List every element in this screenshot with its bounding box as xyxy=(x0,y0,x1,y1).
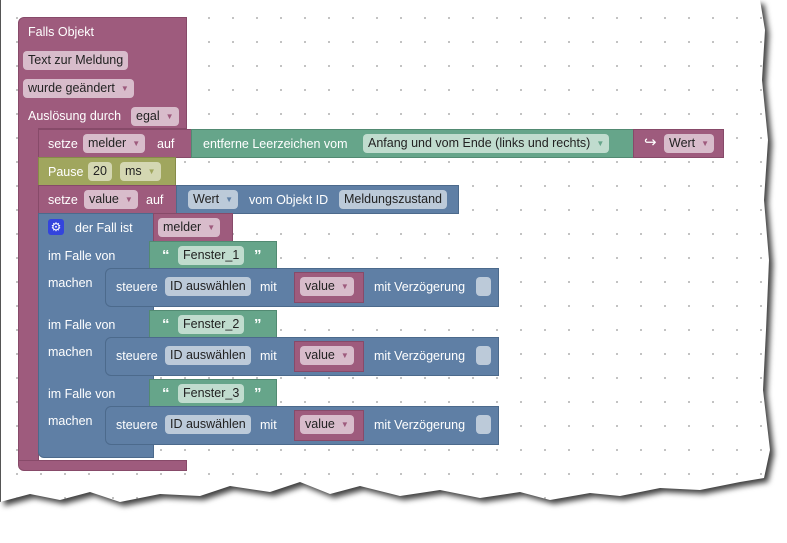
variable-dropdown[interactable]: value ▼ xyxy=(300,346,354,365)
dropdown-arrow-icon: ▼ xyxy=(340,351,349,360)
id-select-field[interactable]: ID auswählen xyxy=(165,415,251,434)
variable-value: melder xyxy=(88,136,127,150)
dropdown-arrow-icon: ▼ xyxy=(701,139,710,148)
with-label: mit xyxy=(260,280,277,294)
dropdown-arrow-icon: ▼ xyxy=(120,84,129,93)
delay-checkbox[interactable] xyxy=(476,415,491,434)
event-title: Falls Objekt xyxy=(28,25,94,39)
case-value-field[interactable]: Fenster_3 xyxy=(178,384,245,403)
variable-value: melder xyxy=(163,220,202,234)
case-label: im Falle von xyxy=(48,318,116,332)
delay-label: mit Verzögerung xyxy=(374,418,466,432)
set-label: setze xyxy=(48,137,78,151)
dropdown-arrow-icon: ▼ xyxy=(596,139,605,148)
close-quote-icon: ” xyxy=(254,385,262,402)
dropdown-arrow-icon: ▼ xyxy=(132,139,141,148)
blockly-workspace[interactable]: Falls Objekt Text zur Meldung wurde geän… xyxy=(0,0,770,502)
pause-unit: ms xyxy=(125,164,142,178)
id-select-field[interactable]: ID auswählen xyxy=(165,346,251,365)
value-label: Wert xyxy=(669,136,696,150)
delay-checkbox[interactable] xyxy=(476,346,491,365)
value-dropdown[interactable]: Wert ▼ xyxy=(664,134,715,153)
do-label: machen xyxy=(48,414,93,428)
dropdown-arrow-icon: ▼ xyxy=(207,223,216,232)
trim-mode-value: Anfang und vom Ende (links und rechts) xyxy=(368,136,591,150)
event-block-left-arm xyxy=(18,128,39,462)
delay-checkbox[interactable] xyxy=(476,277,491,296)
trigger-dropdown[interactable]: egal ▼ xyxy=(131,107,179,126)
variable-value: value xyxy=(305,279,335,293)
event-block-bottom xyxy=(18,460,187,471)
variable-dropdown[interactable]: value ▼ xyxy=(84,190,138,209)
variable-dropdown[interactable]: melder ▼ xyxy=(158,218,221,237)
object-value: Text zur Meldung xyxy=(28,53,124,67)
variable-value: value xyxy=(305,348,335,362)
case-value-field[interactable]: Fenster_2 xyxy=(178,315,245,334)
open-quote-icon: “ xyxy=(162,385,170,402)
condition-value: wurde geändert xyxy=(28,81,115,95)
trim-mode-dropdown[interactable]: Anfang und vom Ende (links und rechts) ▼ xyxy=(363,134,610,153)
dropdown-arrow-icon: ▼ xyxy=(340,282,349,291)
object-id-value: Meldungszustand xyxy=(344,192,442,206)
variable-dropdown[interactable]: value ▼ xyxy=(300,415,354,434)
variable-dropdown[interactable]: value ▼ xyxy=(300,277,354,296)
pause-amount-input[interactable]: 20 xyxy=(88,162,112,181)
pause-label: Pause xyxy=(48,165,84,179)
control-label: steuere xyxy=(116,418,158,432)
return-arrow-icon: ↪ xyxy=(644,134,657,151)
case-value: Fenster_2 xyxy=(183,317,240,331)
close-quote-icon: ” xyxy=(254,247,262,264)
object-field[interactable]: Text zur Meldung xyxy=(23,51,129,70)
with-label: mit xyxy=(260,349,277,363)
case-value: Fenster_3 xyxy=(183,386,240,400)
id-select-field[interactable]: ID auswählen xyxy=(165,277,251,296)
gear-icon[interactable]: ⚙ xyxy=(48,219,64,235)
control-label: steuere xyxy=(116,349,158,363)
variable-dropdown[interactable]: melder ▼ xyxy=(83,134,146,153)
id-value: ID auswählen xyxy=(170,279,246,293)
delay-label: mit Verzögerung xyxy=(374,280,466,294)
switch-label: der Fall ist xyxy=(75,221,133,235)
to-label: auf xyxy=(157,137,175,151)
close-quote-icon: ” xyxy=(254,316,262,333)
id-value: ID auswählen xyxy=(170,348,246,362)
variable-value: value xyxy=(305,417,335,431)
open-quote-icon: “ xyxy=(162,316,170,333)
trim-label: entferne Leerzeichen vom xyxy=(203,137,348,151)
set-label: setze xyxy=(48,193,78,207)
dropdown-arrow-icon: ▼ xyxy=(225,195,234,204)
do-label: machen xyxy=(48,276,93,290)
from-object-label: vom Objekt ID xyxy=(249,193,329,207)
delay-label: mit Verzögerung xyxy=(374,349,466,363)
to-label: auf xyxy=(146,193,164,207)
pause-unit-dropdown[interactable]: ms ▼ xyxy=(120,162,161,181)
trigger-value: egal xyxy=(136,109,160,123)
workspace-frame: Falls Objekt Text zur Meldung wurde geän… xyxy=(0,0,770,502)
with-label: mit xyxy=(260,418,277,432)
dropdown-arrow-icon: ▼ xyxy=(147,167,156,176)
case-label: im Falle von xyxy=(48,249,116,263)
object-id-field[interactable]: Meldungszustand xyxy=(339,190,447,209)
case-label: im Falle von xyxy=(48,387,116,401)
control-label: steuere xyxy=(116,280,158,294)
case-value-field[interactable]: Fenster_1 xyxy=(178,246,245,265)
trigger-label: Auslösung durch xyxy=(28,109,122,123)
dropdown-arrow-icon: ▼ xyxy=(340,420,349,429)
property-dropdown[interactable]: Wert ▼ xyxy=(188,190,239,209)
open-quote-icon: “ xyxy=(162,247,170,264)
dropdown-arrow-icon: ▼ xyxy=(124,195,133,204)
id-value: ID auswählen xyxy=(170,417,246,431)
dropdown-arrow-icon: ▼ xyxy=(165,112,174,121)
property-value: Wert xyxy=(193,192,220,206)
do-label: machen xyxy=(48,345,93,359)
pause-amount: 20 xyxy=(93,164,107,178)
variable-value: value xyxy=(89,192,119,206)
case-value: Fenster_1 xyxy=(183,248,240,262)
condition-dropdown[interactable]: wurde geändert ▼ xyxy=(23,79,134,98)
